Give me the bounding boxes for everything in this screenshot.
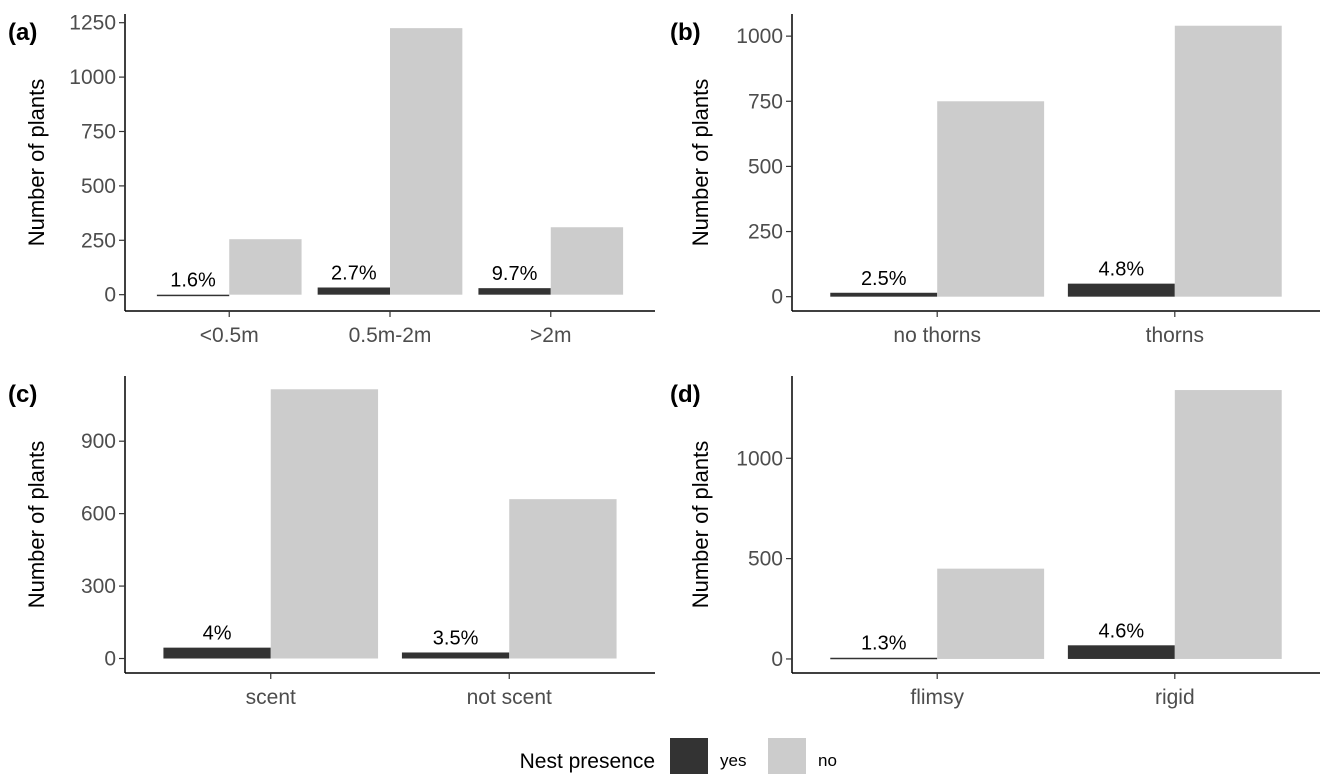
panel-a-data-label-0: 1.6% (170, 270, 216, 292)
panel-d-y-tick-label: 0 (771, 648, 783, 671)
panel-d-y-tick-label: 500 (748, 548, 783, 571)
panel-c-bar-no-0 (270, 389, 379, 659)
panel-a-y-tick-label: 1250 (69, 12, 116, 35)
panel-d-bar-no-0 (937, 568, 1045, 659)
panel-a-data-label-2: 9.7% (492, 263, 538, 285)
panel-d-bar-no-1 (1174, 390, 1282, 659)
panel-a-y-tick-label: 250 (81, 229, 116, 252)
panel-a-x-tick-label: >2m (530, 324, 571, 347)
panel-b-y-tick-label: 1000 (736, 25, 783, 48)
panel-d-bar-yes-0 (830, 657, 938, 660)
panel-c-y-tick-label: 600 (81, 503, 116, 526)
panel-a-y-tick-label: 0 (104, 284, 116, 307)
legend-title: Nest presence (520, 750, 655, 773)
panel-a-bar-no-2 (550, 227, 624, 295)
panel-b-bar-no-0 (937, 101, 1045, 297)
panel-c-y-tick-label: 0 (104, 648, 116, 671)
panel-d-tag: (d) (670, 381, 701, 408)
panel-b-bar-yes-1 (1067, 283, 1175, 297)
panel-d-data-label-0: 1.3% (861, 633, 907, 655)
panel-a-bar-no-1 (390, 28, 463, 295)
panel-b-x-tick-label: no thorns (893, 324, 981, 347)
panel-b-data-label-1: 4.8% (1099, 259, 1145, 281)
panel-d-bar-yes-1 (1067, 645, 1175, 659)
panel-c-x-tick-label: scent (246, 686, 296, 709)
panel-b-y-tick-label: 750 (748, 90, 783, 113)
panel-c-bar-no-1 (509, 499, 617, 659)
panel-a-data-label-1: 2.7% (331, 263, 377, 285)
panel-a-y-tick-label: 750 (81, 120, 116, 143)
panel-c-y-tick-label: 900 (81, 430, 116, 453)
panel-a-y-axis-title: Number of plants (24, 79, 49, 247)
panel-b-tag: (b) (670, 19, 701, 46)
panel-b-y-axis-title: Number of plants (688, 79, 713, 247)
panel-a-y-tick-label: 1000 (69, 66, 116, 89)
legend-swatch-yes (670, 738, 708, 774)
panel-a-bar-yes-1 (317, 287, 390, 295)
panel-a-x-tick-label: <0.5m (200, 324, 259, 347)
panel-b-bar-yes-0 (830, 292, 938, 297)
panel-d-x-tick-label: flimsy (910, 686, 964, 709)
panel-d-y-tick-label: 1000 (736, 447, 783, 470)
panel-c-tag: (c) (8, 381, 37, 408)
panel-d-data-label-1: 4.6% (1099, 620, 1145, 642)
panel-a-bar-yes-2 (478, 288, 551, 295)
panel-b-y-tick-label: 0 (771, 286, 783, 309)
panel-a-y-tick-label: 500 (81, 175, 116, 198)
panel-b-y-tick-label: 500 (748, 155, 783, 178)
panel-b-x-tick-label: thorns (1146, 324, 1204, 347)
legend-label-yes: yes (720, 751, 746, 770)
panel-b-y-tick-label: 250 (748, 221, 783, 244)
panel-a-tag: (a) (8, 19, 37, 46)
panel-c-bar-yes-0 (163, 647, 271, 659)
panel-a-bar-no-0 (229, 239, 302, 295)
panel-c-y-tick-label: 300 (81, 575, 116, 598)
panel-c-bar-yes-1 (401, 652, 510, 659)
legend-swatch-no (768, 738, 806, 774)
panel-c-data-label-0: 4% (203, 623, 232, 645)
panel-d-y-axis-title: Number of plants (688, 441, 713, 609)
panel-c-data-label-1: 3.5% (433, 627, 479, 649)
panel-b-data-label-0: 2.5% (861, 268, 907, 290)
panel-c-x-tick-label: not scent (467, 686, 552, 709)
panel-b-bar-no-1 (1174, 25, 1282, 297)
panel-d-x-tick-label: rigid (1155, 686, 1195, 709)
panel-a-bar-yes-0 (156, 294, 230, 297)
panel-c-y-axis-title: Number of plants (24, 441, 49, 609)
legend-label-no: no (818, 751, 837, 770)
panel-a-x-tick-label: 0.5m-2m (349, 324, 432, 347)
